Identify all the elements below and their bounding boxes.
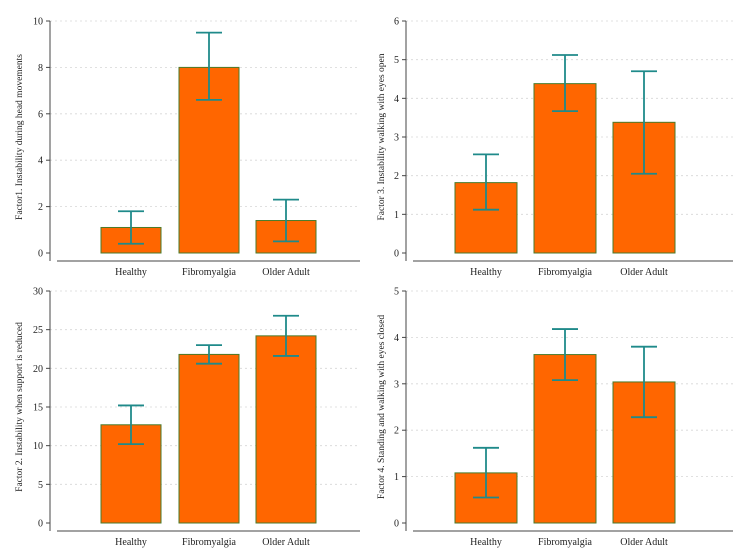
error-bar	[196, 31, 222, 101]
error-bar	[196, 344, 222, 365]
bar-fibromyalgia	[178, 66, 240, 254]
y-tick-label: 0	[394, 519, 399, 530]
y-tick-label: 2	[38, 202, 43, 213]
y-tick-label: 5	[38, 480, 43, 491]
y-tick-label: 5	[394, 55, 399, 66]
error-bar	[473, 446, 499, 499]
y-tick-label: 2	[394, 171, 399, 182]
chart-panel-4: 0 1 2 3 4 5 Healthy Fibromyalgia Older Adult Fact…	[377, 287, 733, 548]
x-category-label: Healthy	[115, 267, 147, 278]
error-bar	[473, 153, 499, 211]
y-tick-label: 0	[38, 249, 43, 260]
y-tick-label: 0	[394, 249, 399, 260]
y-tick-label: 15	[33, 403, 43, 414]
x-category-label: Fibromyalgia	[182, 537, 236, 548]
y-tick-label: 10	[33, 441, 43, 452]
x-category-label: Healthy	[470, 537, 502, 548]
chart-panel-3: 0 5 10 15 20 25 30 Healthy Fibromyalgia Older Adu…	[15, 287, 360, 548]
x-category-label: Healthy	[470, 267, 502, 278]
error-bar	[118, 210, 144, 245]
y-axis-title: Factor 4. Standing and walking with eyes…	[377, 315, 387, 499]
x-category-label: Fibromyalgia	[538, 267, 592, 278]
error-bar	[631, 70, 657, 175]
y-tick-label: 3	[394, 133, 399, 144]
y-tick-label: 8	[38, 63, 43, 74]
y-tick-label: 6	[38, 109, 43, 120]
x-category-label: Fibromyalgia	[538, 537, 592, 548]
y-tick-label: 4	[394, 333, 399, 344]
y-tick-label: 3	[394, 379, 399, 390]
y-tick-label: 30	[33, 287, 43, 298]
y-axis-title: Factor 2. Instability when support is re…	[15, 322, 25, 492]
y-tick-label: 6	[394, 17, 399, 28]
error-bar	[118, 404, 144, 446]
x-category-label: Older Adult	[620, 267, 668, 278]
x-category-label: Healthy	[115, 537, 147, 548]
bar-fibromyalgia	[178, 353, 240, 524]
error-bar	[631, 345, 657, 419]
y-axis-title: Factor 3. Instability walking with eyes …	[377, 53, 387, 220]
y-tick-label: 1	[394, 472, 399, 483]
y-tick-label: 4	[38, 156, 43, 167]
error-bar	[273, 198, 299, 243]
y-tick-label: 25	[33, 325, 43, 336]
bar-older-adult	[255, 335, 317, 524]
y-tick-label: 1	[394, 210, 399, 221]
x-category-label: Older Adult	[262, 537, 310, 548]
bar-fibromyalgia	[533, 354, 597, 524]
y-axis-title: Factor1. Instability during head movemen…	[15, 54, 25, 220]
error-bar	[273, 314, 299, 357]
y-tick-label: 0	[38, 519, 43, 530]
error-bar	[552, 328, 578, 381]
y-tick-label: 2	[394, 426, 399, 437]
x-category-label: Older Adult	[262, 267, 310, 278]
chart-panel-2: 0 1 2 3 4 5 6 Healthy Fibromyalgia Older Adult Fac…	[377, 17, 733, 278]
error-bar	[552, 54, 578, 112]
y-tick-label: 5	[394, 287, 399, 298]
x-category-label: Fibromyalgia	[182, 267, 236, 278]
chart-panel-1: 0 2 4 6 8 10 Healthy Fibromyalgia Older Adult Fac…	[15, 17, 360, 278]
y-tick-label: 20	[33, 364, 43, 375]
x-category-label: Older Adult	[620, 537, 668, 548]
y-tick-label: 10	[33, 17, 43, 28]
y-tick-label: 4	[394, 94, 399, 105]
